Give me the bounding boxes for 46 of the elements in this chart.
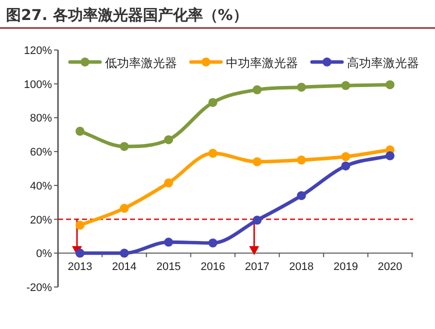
x-tick-label: 2019	[333, 261, 358, 274]
y-tick-label: 0%	[36, 248, 52, 260]
y-tick-label: 60%	[30, 146, 52, 159]
y-tick-label: -20%	[26, 282, 52, 294]
point	[341, 81, 350, 90]
point	[76, 248, 84, 258]
point	[296, 82, 306, 92]
legend-label: 低功率激光器	[105, 56, 177, 70]
y-tick-label: 40%	[30, 180, 52, 192]
point	[341, 161, 350, 170]
point	[120, 204, 129, 213]
x-tick-label: 2020	[378, 261, 402, 274]
y-tick-label: 120%	[24, 45, 52, 57]
chart-title: 图27. 各功率激光器国产化率（%）	[6, 6, 248, 24]
legend-低功率激光器: 低功率激光器	[68, 56, 177, 70]
point	[120, 248, 129, 258]
point	[164, 178, 174, 188]
x-tick-label: 2017	[244, 261, 270, 274]
point	[252, 85, 262, 94]
point	[164, 135, 174, 144]
y-tick-label: 80%	[30, 112, 52, 125]
point	[341, 152, 350, 162]
x-tick-label: 2014	[112, 261, 137, 274]
point	[208, 98, 218, 107]
point	[296, 156, 306, 165]
y-tick-label: 20%	[30, 214, 52, 226]
point	[76, 126, 84, 136]
x-tick-label: 2016	[200, 261, 226, 274]
point	[164, 238, 174, 247]
point	[120, 142, 129, 151]
point	[208, 148, 218, 158]
point	[386, 80, 394, 90]
point	[252, 157, 262, 166]
point	[386, 151, 394, 160]
point	[296, 191, 306, 200]
x-tick-label: 2015	[156, 261, 181, 274]
legend-高功率激光器: 高功率激光器	[310, 56, 419, 70]
point	[252, 216, 262, 225]
point	[76, 220, 84, 230]
x-tick-label: 2018	[289, 261, 314, 274]
y-tick-label: 100%	[24, 78, 52, 91]
legend-label: 中功率激光器	[226, 56, 298, 70]
point	[208, 238, 218, 248]
legend-label: 高功率激光器	[347, 56, 419, 70]
x-tick-label: 2013	[68, 261, 92, 274]
legend-中功率激光器: 中功率激光器	[189, 56, 298, 70]
